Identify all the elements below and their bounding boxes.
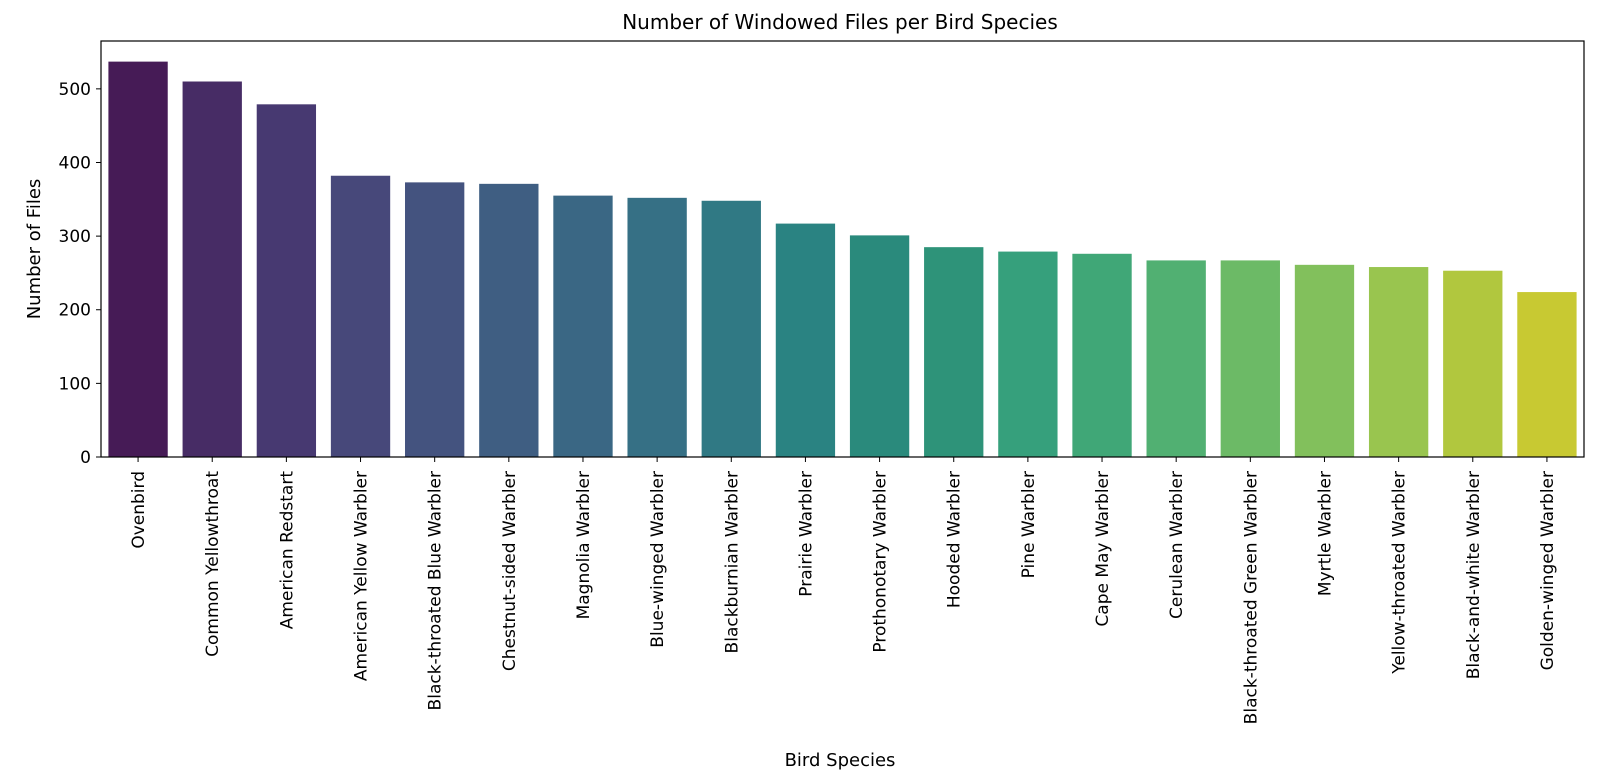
x-tick-label: Golden-winged Warbler	[1538, 471, 1558, 670]
bar	[1146, 260, 1206, 457]
x-tick-label: Blue-winged Warbler	[648, 471, 668, 648]
bar	[108, 61, 168, 458]
x-axis-label: Bird Species	[785, 750, 896, 771]
x-tick-label: Black-throated Green Warbler	[1241, 471, 1261, 724]
x-tick-label: Black-and-white Warbler	[1464, 471, 1484, 679]
bar	[849, 235, 910, 457]
x-tick-label: American Redstart	[277, 471, 297, 630]
bar	[330, 175, 391, 458]
x-tick-label: Myrtle Warbler	[1315, 471, 1335, 596]
y-tick-label: 500	[59, 80, 91, 100]
bar	[553, 195, 613, 457]
x-tick-label: American Yellow Warbler	[352, 471, 372, 681]
plot-frame	[100, 40, 1585, 458]
bar	[998, 251, 1058, 457]
bar	[775, 223, 836, 457]
x-tick-label: Cerulean Warbler	[1167, 471, 1187, 619]
bar	[479, 183, 539, 457]
x-tick-label: Ovenbird	[129, 471, 149, 549]
bar	[182, 81, 242, 457]
x-tick-label: Yellow-throated Warbler	[1390, 471, 1410, 675]
x-axis: Ovenbird Common Yellowthroat American Reds…	[129, 457, 1558, 724]
chart-title: Number of Windowed Files per Bird Specie…	[622, 10, 1058, 34]
x-tick-label: Blackburnian Warbler	[722, 471, 742, 653]
bar	[627, 197, 687, 457]
x-tick-label: Black-throated Blue Warbler	[426, 471, 446, 710]
bar	[256, 104, 317, 457]
bar	[1072, 253, 1132, 457]
y-axis-label: Number of Files	[24, 179, 45, 320]
bars-layer	[108, 61, 1577, 458]
x-tick-label: Magnolia Warbler	[574, 471, 594, 619]
x-tick-label: Pine Warbler	[1019, 471, 1039, 578]
bar	[1517, 292, 1577, 457]
x-tick-label: Cape May Warbler	[1093, 471, 1113, 627]
y-tick-label: 0	[80, 448, 91, 468]
y-tick-label: 100	[59, 374, 91, 394]
y-axis: 0 100 200 300 400 500	[59, 80, 101, 468]
bar	[1443, 270, 1503, 457]
bar	[1368, 267, 1429, 457]
y-tick-label: 300	[59, 227, 91, 247]
y-tick-label: 200	[59, 301, 91, 321]
bar	[1220, 260, 1280, 457]
bar	[701, 200, 761, 457]
x-tick-label: Prairie Warbler	[796, 471, 816, 597]
x-tick-label: Chestnut-sided Warbler	[500, 471, 520, 671]
x-tick-label: Prothonotary Warbler	[871, 471, 891, 653]
y-tick-label: 400	[59, 153, 91, 173]
x-tick-label: Common Yellowthroat	[203, 471, 223, 657]
x-tick-label: Hooded Warbler	[945, 471, 965, 608]
bar	[924, 247, 984, 457]
bar	[1294, 264, 1355, 457]
bar	[405, 182, 465, 457]
